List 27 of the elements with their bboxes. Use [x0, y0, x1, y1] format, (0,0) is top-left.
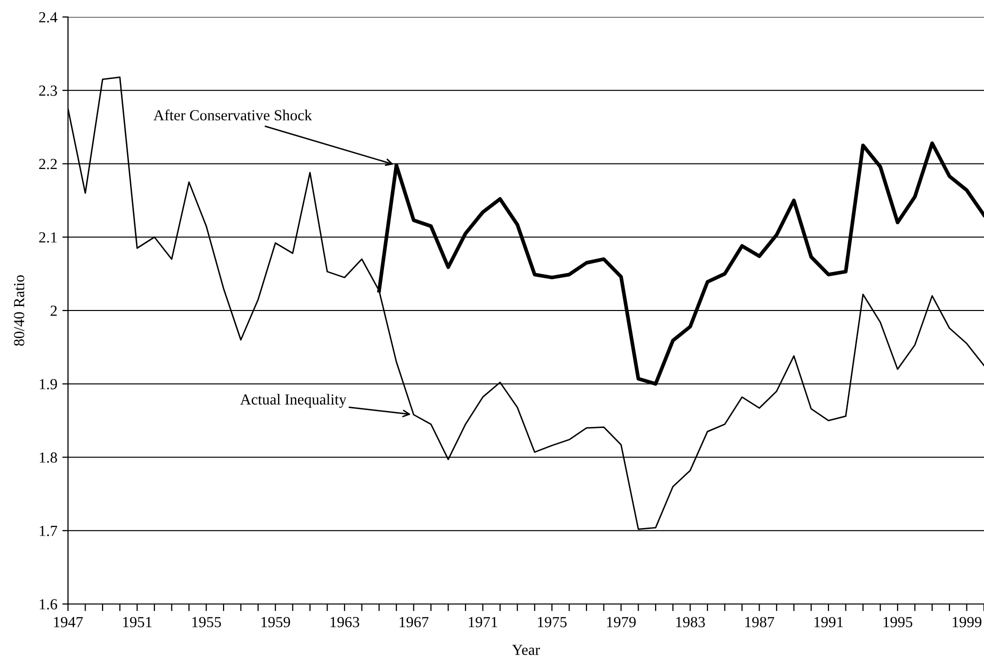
y-tick-label: 1.8 — [40, 452, 57, 463]
x-tick-label: 1995 — [884, 616, 912, 628]
y-tick-label: 2 — [50, 306, 57, 316]
annotation: Actual Inequality — [240, 394, 346, 408]
y-axis-title: 80/40 Ratio — [14, 275, 24, 346]
x-tick-label: 1971 — [468, 616, 498, 628]
x-tick-label: 1991 — [814, 616, 843, 628]
y-tick-label: 2.1 — [39, 232, 57, 243]
x-tick-label: 1975 — [538, 616, 567, 628]
x-tick-label: 1955 — [192, 616, 221, 628]
y-tick-label: 2.2 — [39, 158, 57, 170]
y-tick-label: 1.9 — [40, 379, 57, 390]
x-tick-label: 1959 — [261, 616, 290, 628]
x-tick-label: 1999 — [952, 616, 982, 628]
x-tick-label: 1947 — [54, 616, 83, 628]
y-tick-label: 1.7 — [40, 526, 58, 536]
annotation: After Conservative Shock — [153, 110, 312, 120]
x-tick-label: 1987 — [745, 616, 774, 628]
x-tick-label: 1967 — [400, 616, 428, 628]
x-tick-label: 1979 — [607, 616, 636, 628]
y-tick-label: 1.6 — [40, 599, 58, 610]
x-tick-label: 1983 — [676, 616, 705, 628]
x-tick-label: 1963 — [330, 616, 360, 628]
x-axis-title: Year — [512, 644, 540, 655]
y-tick-label: 2.3 — [39, 86, 57, 96]
y-tick-label: 2.4 — [39, 12, 58, 23]
x-tick-label: 1951 — [123, 616, 152, 628]
